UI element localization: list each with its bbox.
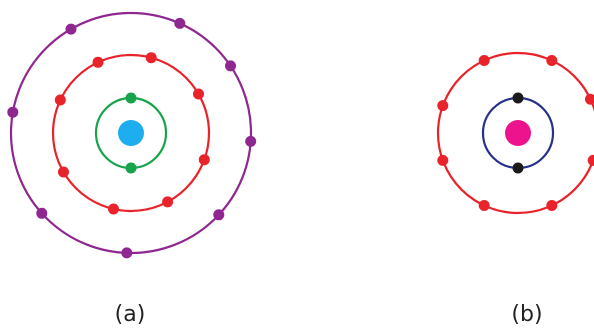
atom-a-shell-2-electron-4 [193, 88, 204, 100]
atom-b-label: (b) [511, 302, 543, 327]
atom-a-shell-2-electron-2 [92, 56, 104, 68]
atom-a-shell-3-electron-2 [65, 23, 77, 35]
atom-b-shell-2-electron-5 [587, 154, 594, 166]
atom-a-label: (a) [114, 302, 146, 327]
atom-a-shell-3-electron-1 [7, 106, 19, 118]
atom-b-shell-2-electron-1 [437, 100, 449, 112]
atom-a-shell-3-electron-6 [213, 209, 225, 221]
atom-a-nucleus [118, 120, 144, 146]
atom-b-shell-1-electron-2 [512, 162, 524, 174]
atom-a-shell-2-electron-8 [58, 166, 69, 178]
atom-b-shell-2-electron-7 [478, 200, 490, 211]
atom-a-shell-1-electron-1 [125, 92, 137, 104]
atom-b-shell-1-electron-1 [512, 92, 524, 104]
atom-a-shell-3-electron-5 [245, 135, 257, 147]
atom-a-shell-3-electron-8 [36, 207, 48, 219]
atom-a-shell-2-electron-6 [162, 196, 174, 208]
atom-b-nucleus [505, 120, 531, 146]
atom-a-shell-2-electron-5 [198, 154, 210, 166]
atom-b-shell-2-electron-6 [546, 200, 558, 211]
atom-b-shell-2-electron-8 [437, 154, 449, 166]
atom-b-shell-2-electron-4 [585, 93, 594, 105]
atom-a-shell-2-electron-7 [108, 203, 119, 215]
atom-a-shell-1-electron-2 [125, 162, 137, 174]
atom-b [436, 51, 594, 215]
atom-a [7, 11, 257, 259]
atom-b-shell-2 [436, 51, 594, 215]
atom-a-shell-3-electron-7 [121, 247, 133, 259]
atom-b-shell-2-electron-3 [546, 55, 558, 66]
atom-a-shell-2-electron-1 [54, 94, 66, 106]
atom-b-shell-2-electron-2 [478, 55, 490, 66]
atom-a-shell-3-electron-3 [174, 17, 186, 29]
atom-a-shell-2-electron-3 [145, 52, 157, 64]
atom-a-shell-3-electron-4 [225, 60, 236, 72]
atom-a-shell-2 [51, 53, 211, 213]
